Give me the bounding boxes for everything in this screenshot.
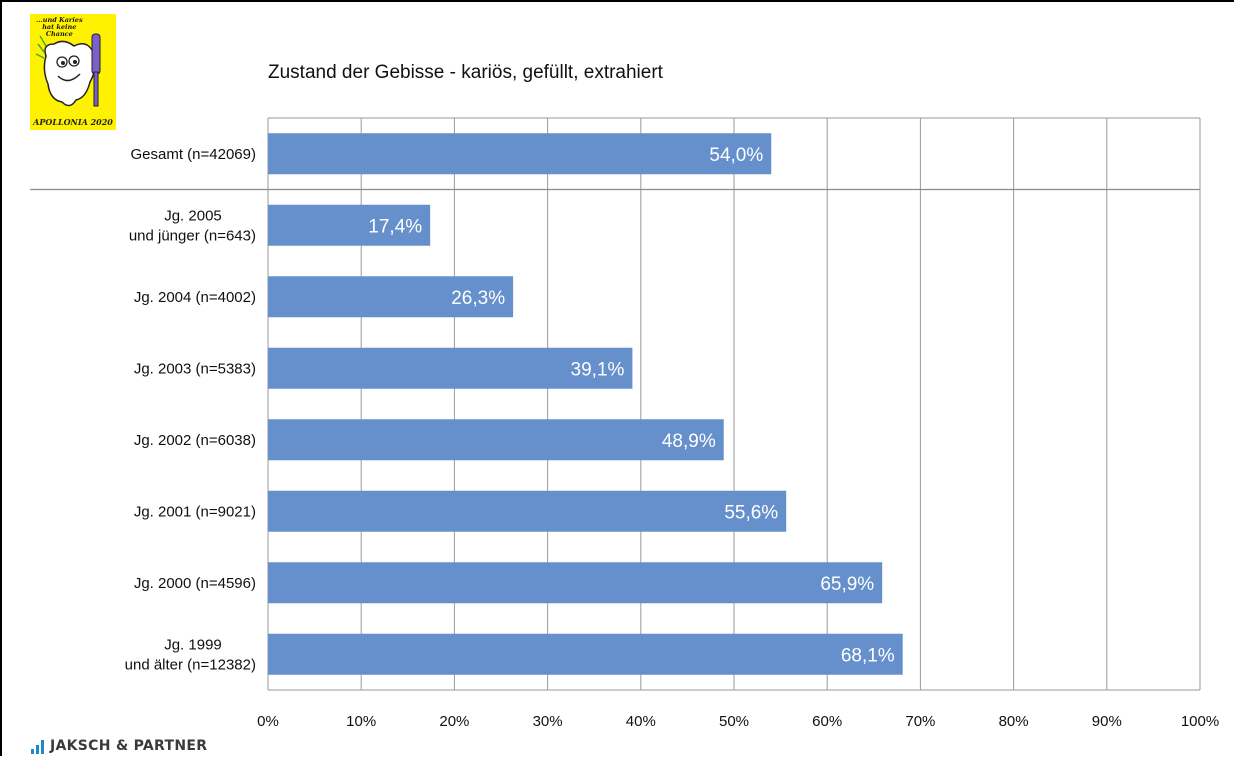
x-tick-label: 100% (1181, 713, 1219, 730)
logo-slogan: ...und Karies hat keine Chance (36, 16, 83, 38)
bar (268, 633, 903, 675)
x-tick-label: 30% (533, 713, 563, 730)
category-label: Gesamt (n=42069) (131, 146, 257, 163)
bar-value-label: 65,9% (820, 574, 874, 595)
chart-title: Zustand der Gebisse - kariös, gefüllt, e… (268, 62, 664, 83)
bar-value-label: 54,0% (709, 145, 763, 166)
category-label: Jg. 2000 (n=4596) (134, 575, 256, 592)
bar-value-label: 39,1% (571, 359, 625, 380)
x-tick-label: 0% (257, 713, 279, 730)
category-label: und jünger (n=643) (129, 227, 256, 244)
bar-value-label: 26,3% (451, 288, 505, 309)
category-label: Jg. 2002 (n=6038) (134, 432, 256, 449)
bar (268, 490, 787, 532)
category-label: Jg. 2001 (n=9021) (134, 503, 256, 520)
bar-graph-icon (31, 740, 44, 754)
x-tick-label: 10% (346, 713, 376, 730)
category-label: und älter (n=12382) (125, 656, 256, 673)
category-label: Jg. 1999 (164, 636, 222, 653)
bar (268, 562, 883, 604)
x-tick-label: 90% (1092, 713, 1122, 730)
bar-chart: Zustand der Gebisse - kariös, gefüllt, e… (30, 62, 1219, 730)
x-tick-label: 70% (905, 713, 935, 730)
bar (268, 204, 431, 246)
x-tick-label: 50% (719, 713, 749, 730)
x-tick-label: 80% (999, 713, 1029, 730)
category-label: Jg. 2004 (n=4002) (134, 289, 256, 306)
category-label: Jg. 2005 (164, 207, 222, 224)
bar-value-label: 55,6% (724, 502, 778, 523)
x-tick-label: 20% (439, 713, 469, 730)
brand-name: JAKSCH & PARTNER (50, 738, 208, 754)
x-tick-label: 40% (626, 713, 656, 730)
bar (268, 347, 633, 389)
bar-value-label: 17,4% (368, 216, 422, 237)
bar-value-label: 68,1% (841, 645, 895, 666)
tooth-mascot-icon (35, 33, 101, 107)
bar (268, 419, 724, 461)
bar (268, 133, 772, 175)
apollonia-logo: ...und Karies hat keine Chance APOLLONIA… (30, 14, 116, 130)
logo-caption: APOLLONIA 2020 (33, 117, 113, 127)
brand-footer: JAKSCH & PARTNER (30, 736, 207, 756)
category-label: Jg. 2003 (n=5383) (134, 360, 256, 377)
bar-value-label: 48,9% (662, 431, 716, 452)
bar (268, 276, 514, 318)
x-tick-label: 60% (812, 713, 842, 730)
